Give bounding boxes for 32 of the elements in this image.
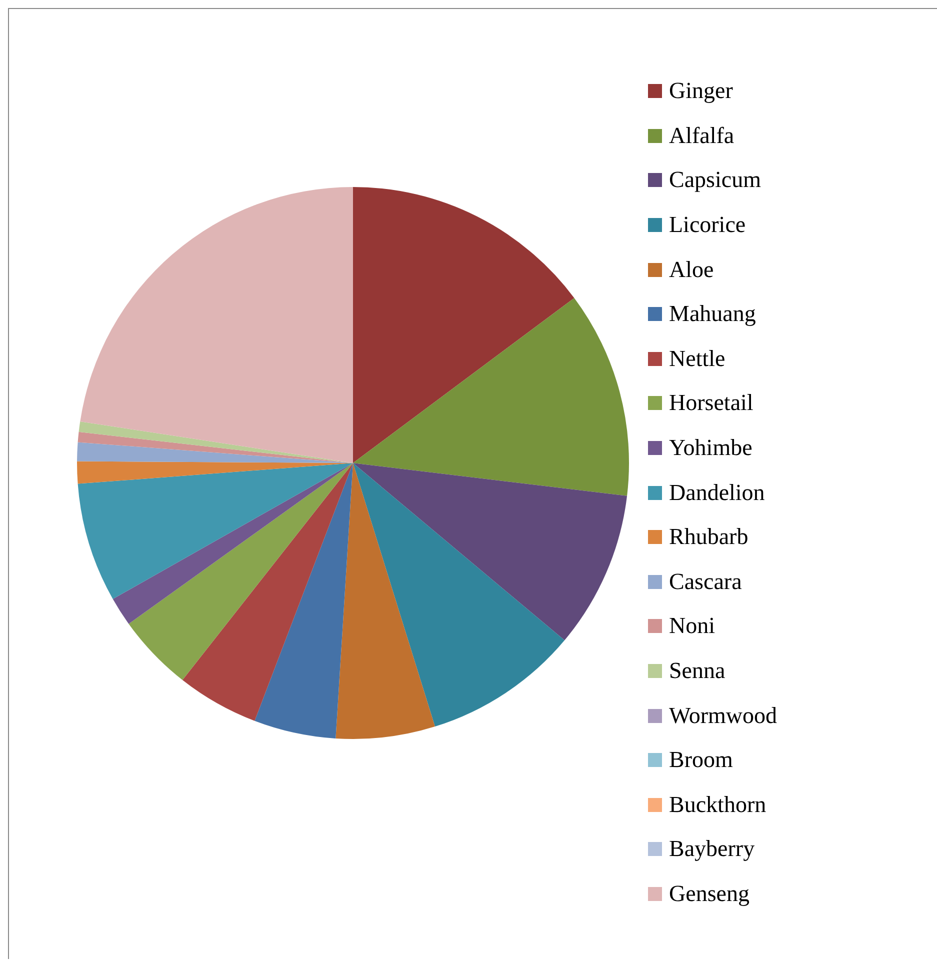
pie-slice: [112, 463, 353, 624]
legend-label: Dandelion: [669, 480, 765, 506]
legend-label: Cascara: [669, 568, 742, 595]
legend-label: Horsetail: [669, 390, 754, 416]
pie-slice: [78, 422, 353, 463]
pie-slice: [353, 463, 565, 727]
pie-slice: [182, 463, 353, 721]
legend-label: Nettle: [669, 346, 726, 372]
pie-slice: [353, 187, 574, 463]
pie-slice: [78, 463, 353, 599]
legend-label: Rhubarb: [669, 524, 748, 550]
legend-label: Mahuang: [669, 301, 756, 328]
legend-label: Buckthorn: [669, 792, 766, 818]
legend-label: Noni: [669, 613, 715, 640]
legend-label: Alfalfa: [669, 122, 734, 149]
legend-label: Licorice: [669, 212, 746, 238]
legend-label: Yohimbe: [669, 435, 752, 462]
pie-slice: [128, 463, 353, 680]
legend-label: Aloe: [669, 256, 714, 283]
legend-label: Wormwood: [669, 702, 778, 729]
legend-label: Bayberry: [669, 836, 755, 862]
legend-label: Genseng: [669, 880, 750, 907]
legend-label: Ginger: [669, 78, 733, 104]
pie-slice: [353, 298, 629, 496]
pie-slice: [254, 463, 353, 738]
pie-slice: [353, 463, 628, 640]
pie-slice: [336, 463, 435, 739]
pie-slice: [80, 187, 353, 463]
legend-label: Broom: [669, 747, 733, 774]
pie-slice: [78, 432, 353, 463]
legend-label: Senna: [669, 658, 726, 684]
legend-label: Capsicum: [669, 167, 761, 194]
